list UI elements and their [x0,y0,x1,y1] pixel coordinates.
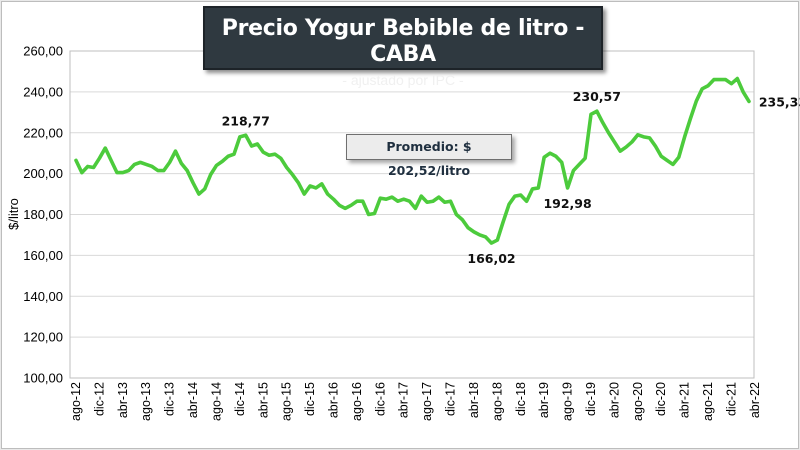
x-tick-label: ago-15 [280,382,294,421]
x-tick-label: ago-13 [139,382,153,421]
x-tick-label: dic-16 [373,382,387,416]
data-label: 235,33 [759,94,800,109]
average-label: Promedio: $ 202,52/litro [346,134,512,178]
x-tick-label: abr-16 [326,382,340,418]
chart-title: Precio Yogur Bebible de litro - CABA [221,16,585,67]
series-lines [74,76,751,245]
series-line [74,76,751,245]
x-tick-label: abr-22 [748,382,762,418]
y-axis-tick-labels: 100,00 120,00 140,00 160,00 180,00 200,00 220,… [23,44,63,386]
x-tick-label: abr-19 [537,382,551,418]
data-label: 166,02 [467,251,515,266]
x-tick-label: abr-21 [678,382,692,418]
data-label: 192,98 [543,196,591,211]
y-tick-label: 120,00 [23,330,63,345]
x-tick-label: dic-19 [584,382,598,416]
x-tick-label: dic-15 [303,382,317,416]
y-tick-label: 140,00 [23,289,63,304]
chart-title-box: Precio Yogur Bebible de litro - CABA - a… [203,6,603,88]
chart-subtitle: - ajustado por IPC - [342,72,464,88]
x-tick-label: abr-15 [256,382,270,418]
x-tick-label: abr-17 [397,382,411,418]
x-tick-label: abr-18 [467,382,481,418]
x-tick-label: dic-18 [514,382,528,416]
x-tick-label: ago-19 [561,382,575,421]
x-tick-label: dic-20 [654,382,668,416]
x-tick-label: dic-21 [724,382,738,416]
y-tick-label: 100,00 [23,371,63,386]
y-tick-label: 160,00 [23,248,63,263]
x-axis-tick-labels: ago-12 dic-12 abr-13 ago-13 dic-13 abr-14 ago-… [69,382,762,421]
x-tick-label: abr-13 [116,382,130,418]
x-tick-label: ago-21 [701,382,715,421]
y-tick-label: 180,00 [23,207,63,222]
x-tick-label: ago-14 [209,382,223,421]
y-tick-label: 200,00 [23,166,63,181]
data-annotations: 218,77 166,02 192,98 230,57 235,33 [222,89,800,266]
grid-lines [70,50,754,379]
data-label: 230,57 [573,89,621,104]
x-tick-label: ago-20 [631,382,645,421]
x-tick-label: ago-17 [420,382,434,421]
data-label: 218,77 [222,113,270,128]
x-tick-label: dic-14 [233,382,247,416]
x-tick-label: abr-20 [607,382,621,418]
x-tick-label: dic-12 [92,382,106,416]
y-tick-label: 240,00 [23,84,63,99]
y-tick-label: 260,00 [23,44,63,59]
x-tick-label: ago-16 [350,382,364,421]
x-tick-label: dic-13 [163,382,177,416]
x-tick-label: ago-12 [69,382,83,421]
x-tick-label: ago-18 [490,382,504,421]
x-tick-label: dic-17 [444,382,458,416]
y-axis-label: $/litro [6,198,21,230]
y-tick-label: 220,00 [23,125,63,140]
x-tick-label: abr-14 [186,382,200,418]
